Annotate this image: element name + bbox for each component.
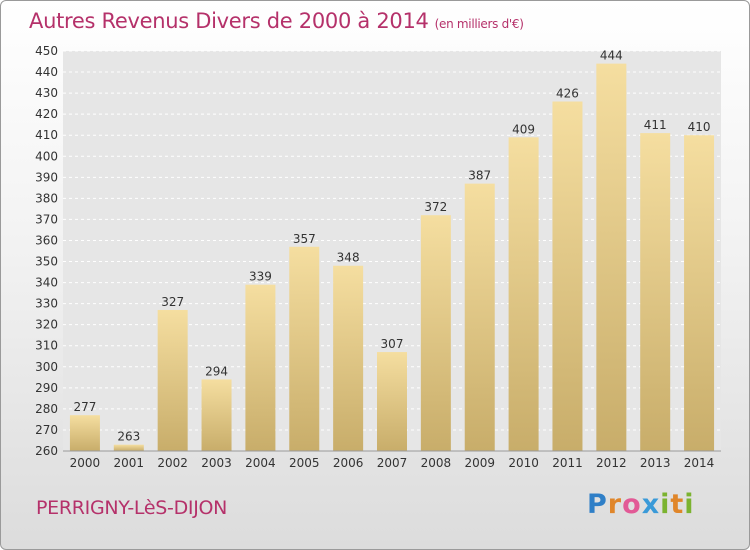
bar bbox=[596, 63, 627, 451]
bar bbox=[377, 352, 407, 451]
bar bbox=[420, 215, 451, 451]
x-tick-label: 2000 bbox=[70, 456, 101, 470]
y-tick-label: 440 bbox=[35, 65, 58, 79]
x-tick-label: 2007 bbox=[377, 456, 408, 470]
bar bbox=[552, 101, 583, 452]
x-tick-label: 2001 bbox=[114, 456, 145, 470]
bar bbox=[508, 137, 539, 451]
proxiti-logo: Proxiti bbox=[587, 489, 695, 520]
bar bbox=[333, 265, 364, 451]
bar-value-label: 263 bbox=[117, 430, 140, 444]
y-tick-label: 260 bbox=[35, 444, 58, 458]
city-name: PERRIGNY-LèS-DIJON bbox=[36, 497, 228, 519]
bar-value-label: 307 bbox=[381, 337, 404, 351]
y-tick-label: 380 bbox=[35, 191, 58, 205]
y-tick-label: 390 bbox=[35, 170, 58, 184]
y-tick-label: 400 bbox=[35, 149, 58, 163]
y-tick-label: 340 bbox=[35, 276, 58, 290]
bar bbox=[201, 379, 232, 451]
bar-value-label: 410 bbox=[688, 120, 711, 134]
bar bbox=[113, 444, 144, 451]
y-tick-label: 320 bbox=[35, 318, 58, 332]
bar-value-label: 348 bbox=[337, 251, 360, 265]
x-tick-label: 2012 bbox=[596, 456, 627, 470]
bar-value-label: 339 bbox=[249, 270, 272, 284]
x-tick-label: 2004 bbox=[245, 456, 276, 470]
y-tick-label: 350 bbox=[35, 255, 58, 269]
x-tick-label: 2014 bbox=[684, 456, 715, 470]
bar bbox=[69, 415, 100, 451]
bar bbox=[464, 183, 495, 451]
bar-value-label: 327 bbox=[161, 295, 184, 309]
y-tick-label: 360 bbox=[35, 233, 58, 247]
y-tick-label: 300 bbox=[35, 360, 58, 374]
bar-value-label: 409 bbox=[512, 122, 535, 136]
x-tick-label: 2010 bbox=[508, 456, 539, 470]
chart-title-text: Autres Revenus Divers de 2000 à 2014 bbox=[29, 9, 429, 33]
chart-title: Autres Revenus Divers de 2000 à 2014 (en … bbox=[29, 9, 524, 33]
bar bbox=[157, 309, 188, 451]
y-tick-label: 420 bbox=[35, 107, 58, 121]
bar-value-label: 372 bbox=[424, 200, 447, 214]
y-tick-label: 270 bbox=[35, 423, 58, 437]
bar-value-label: 426 bbox=[556, 87, 579, 101]
x-tick-label: 2002 bbox=[157, 456, 188, 470]
bar bbox=[289, 246, 320, 451]
y-tick-label: 430 bbox=[35, 86, 58, 100]
bar bbox=[245, 284, 276, 451]
chart-unit: (en milliers d'€) bbox=[434, 17, 524, 31]
bar bbox=[684, 135, 715, 452]
bar-value-label: 357 bbox=[293, 232, 316, 246]
x-tick-label: 2006 bbox=[333, 456, 364, 470]
y-tick-label: 450 bbox=[35, 44, 58, 58]
bar-value-label: 277 bbox=[73, 400, 96, 414]
bar-value-label: 294 bbox=[205, 364, 228, 378]
x-tick-label: 2013 bbox=[640, 456, 671, 470]
x-tick-label: 2005 bbox=[289, 456, 320, 470]
bar-value-label: 387 bbox=[468, 169, 491, 183]
y-tick-label: 370 bbox=[35, 212, 58, 226]
y-tick-label: 290 bbox=[35, 381, 58, 395]
y-tick-label: 280 bbox=[35, 402, 58, 416]
x-tick-label: 2003 bbox=[201, 456, 232, 470]
y-tick-label: 410 bbox=[35, 128, 58, 142]
x-tick-label: 2011 bbox=[552, 456, 583, 470]
y-tick-label: 330 bbox=[35, 297, 58, 311]
bar bbox=[640, 133, 671, 451]
bar-value-label: 411 bbox=[644, 118, 667, 132]
x-tick-label: 2008 bbox=[421, 456, 452, 470]
x-tick-label: 2009 bbox=[464, 456, 495, 470]
bar-value-label: 444 bbox=[600, 49, 623, 63]
y-tick-label: 310 bbox=[35, 339, 58, 353]
